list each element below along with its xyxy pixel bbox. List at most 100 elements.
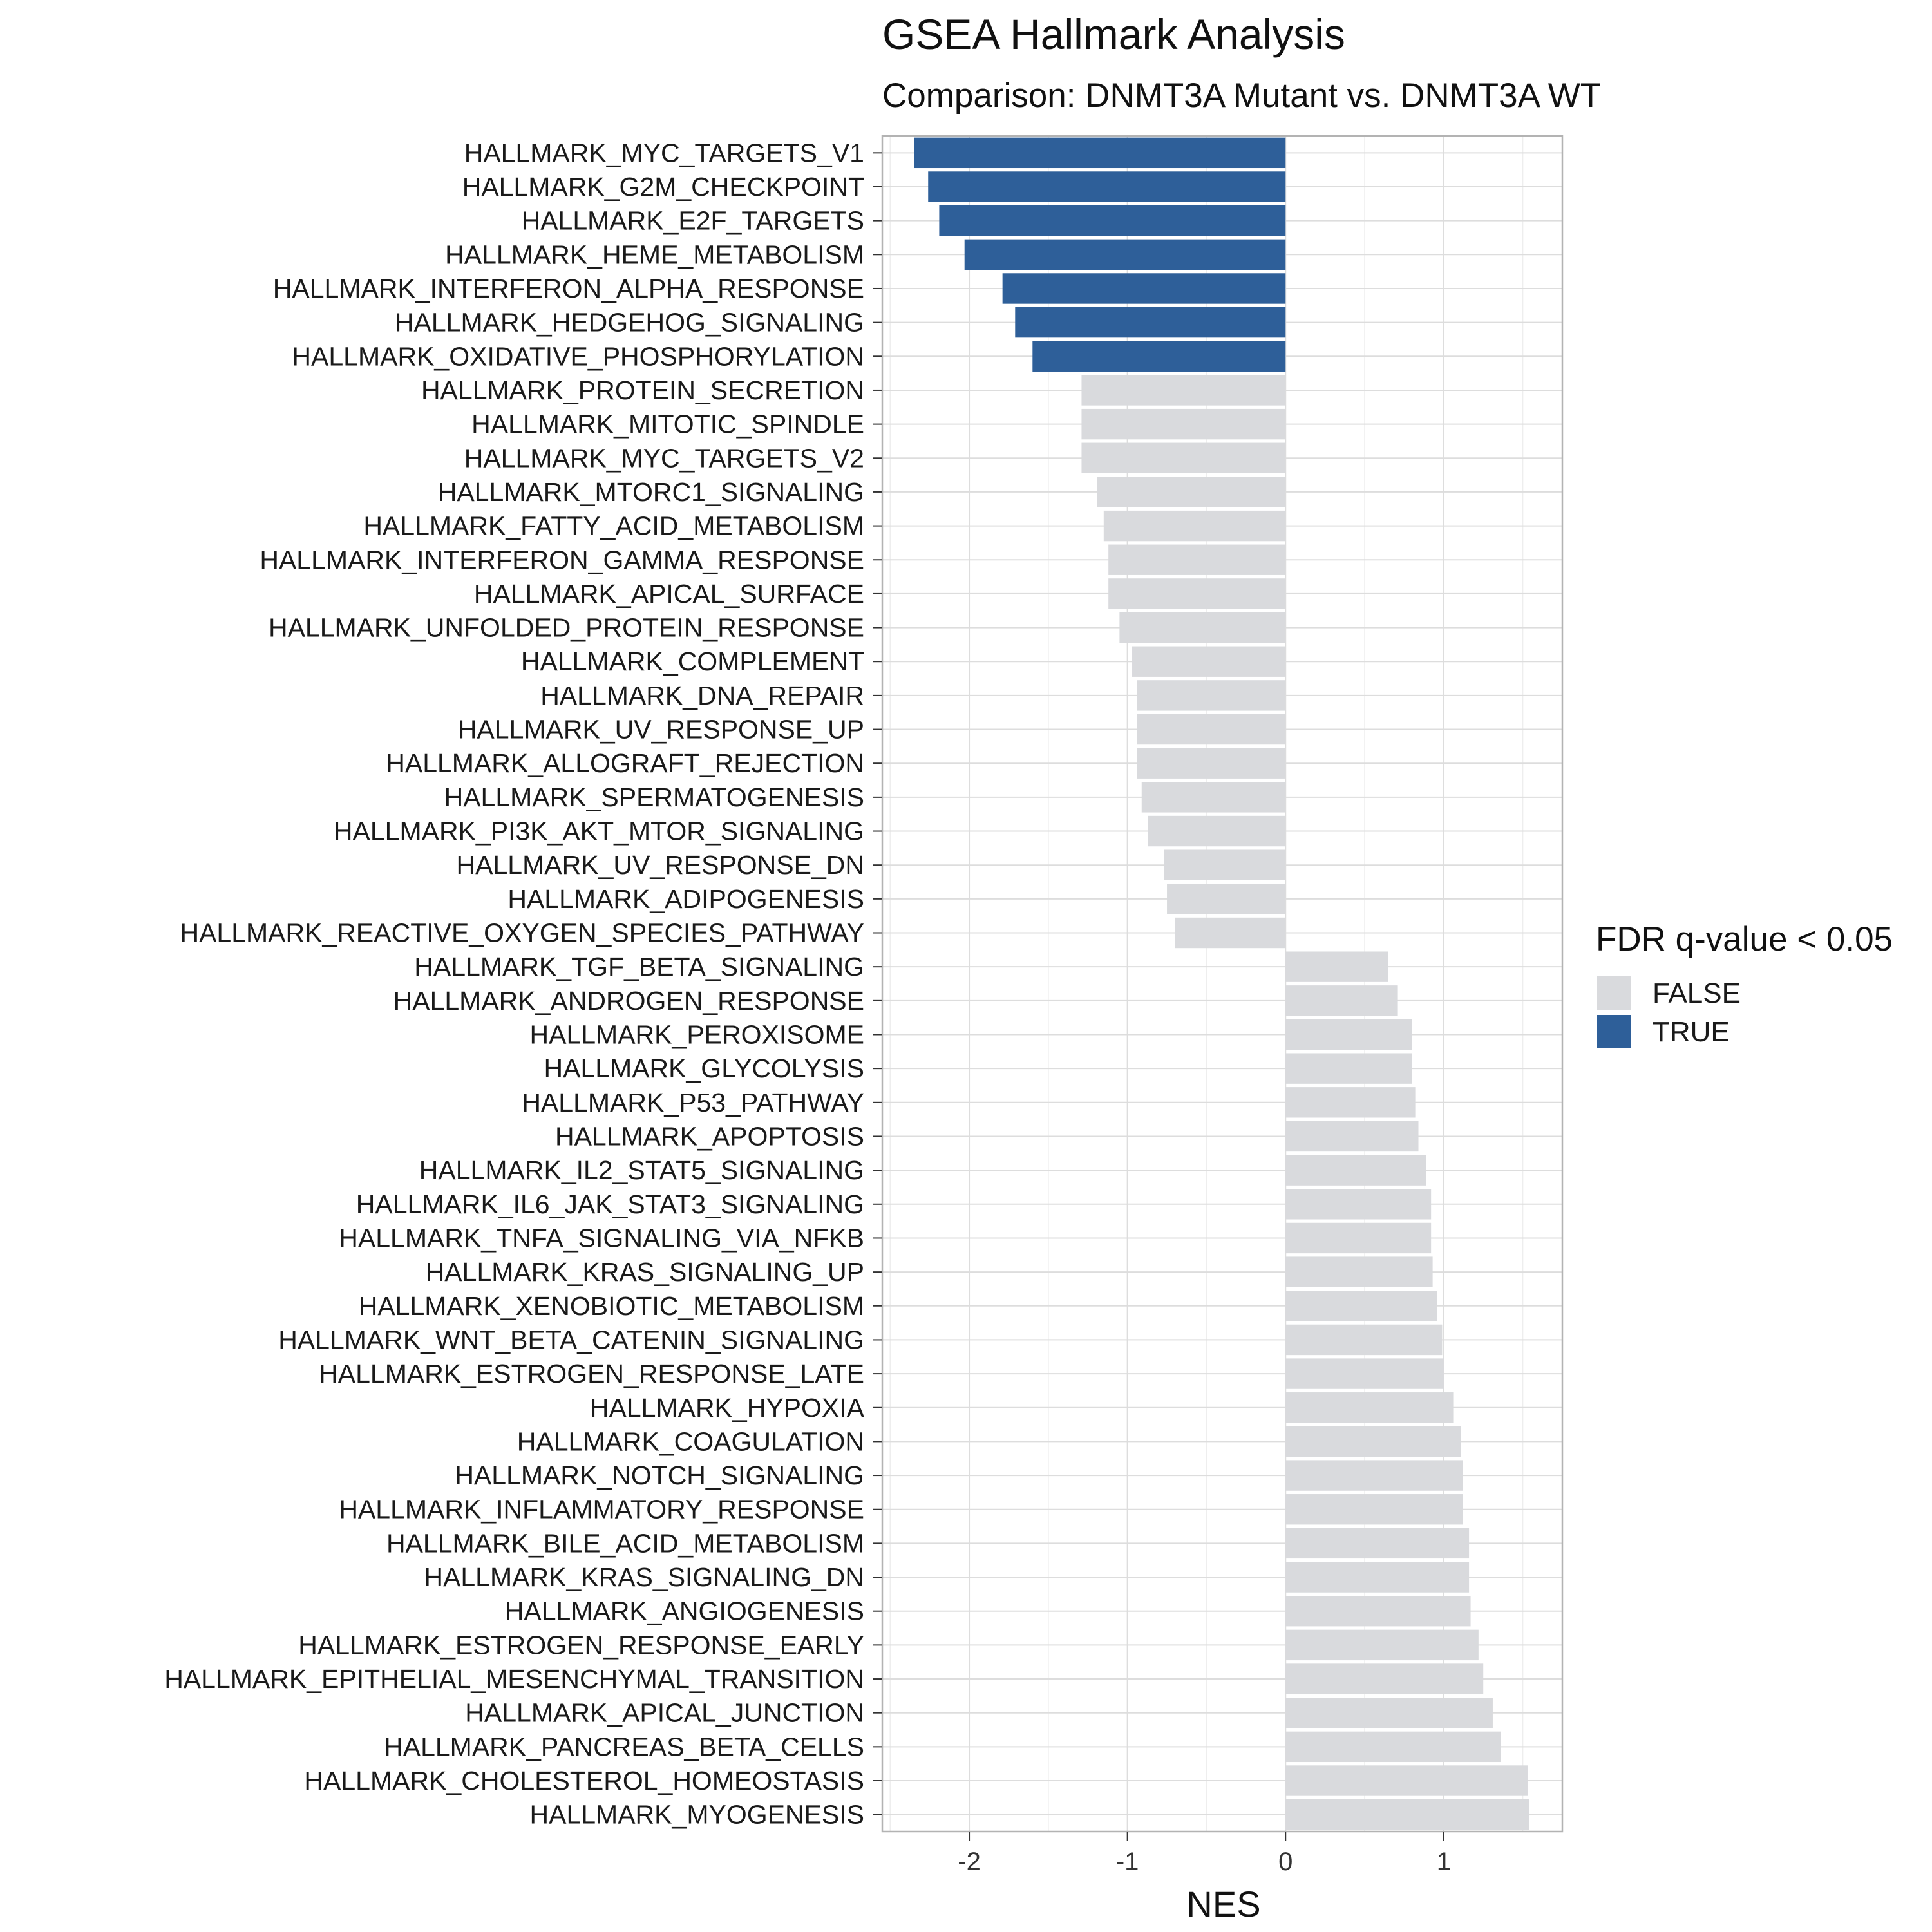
category-label: HALLMARK_MYOGENESIS [530,1800,865,1830]
category-label: HALLMARK_FATTY_ACID_METABOLISM [363,511,864,541]
x-tick-label: 1 [1437,1848,1451,1876]
bar-hallmark-kras-signaling-up [1285,1256,1433,1287]
category-label: HALLMARK_IL6_JAK_STAT3_SIGNALING [356,1189,864,1219]
bar-hallmark-oxidative-phosphorylation [1032,341,1286,372]
bar-hallmark-dna-repair [1137,680,1286,711]
bar-hallmark-allograft-rejection [1137,748,1286,779]
bar-hallmark-e2f-targets [939,205,1286,236]
x-axis-ticks: -2 -1 0 1 [958,1832,1451,1876]
bar-hallmark-peroxisome [1285,1019,1412,1050]
category-label: HALLMARK_HEME_METABOLISM [445,240,864,269]
category-label: HALLMARK_MYC_TARGETS_V2 [464,443,864,473]
category-label: HALLMARK_HEDGEHOG_SIGNALING [395,308,864,337]
category-label: HALLMARK_HYPOXIA [590,1393,865,1423]
bar-hallmark-notch-signaling [1285,1460,1463,1491]
category-label: HALLMARK_ANGIOGENESIS [505,1596,864,1626]
bar-hallmark-myc-targets-v1 [914,137,1286,169]
bar-hallmark-uv-response-up [1137,714,1286,745]
category-label: HALLMARK_EPITHELIAL_MESENCHYMAL_TRANSITI… [164,1664,864,1694]
category-label: HALLMARK_XENOBIOTIC_METABOLISM [359,1291,864,1321]
bar-hallmark-g2m-checkpoint [928,171,1286,202]
chart-subtitle: Comparison: DNMT3A Mutant vs. DNMT3A WT [882,77,1601,115]
category-label: HALLMARK_PROTEIN_SECRETION [421,375,864,405]
category-label: HALLMARK_PEROXISOME [530,1019,865,1049]
category-label: HALLMARK_OXIDATIVE_PHOSPHORYLATION [292,341,864,371]
bar-hallmark-fatty-acid-metabolism [1103,510,1286,542]
bar-hallmark-tnfa-signaling-via-nfkb [1285,1222,1432,1254]
legend: FDR q-value < 0.05 FALSE TRUE [1596,920,1893,1048]
bar-hallmark-estrogen-response-early [1285,1629,1479,1661]
category-label: HALLMARK_ALLOGRAFT_REJECTION [386,748,864,778]
bar-hallmark-glycolysis [1285,1053,1412,1084]
category-label: HALLMARK_INTERFERON_ALPHA_RESPONSE [273,274,864,303]
category-label: HALLMARK_TGF_BETA_SIGNALING [414,952,864,981]
legend-label-true: TRUE [1653,1016,1730,1048]
category-label: HALLMARK_G2M_CHECKPOINT [462,172,864,202]
plot-border [881,135,1564,1833]
category-label: HALLMARK_COMPLEMENT [521,647,864,676]
category-label: HALLMARK_INFLAMMATORY_RESPONSE [339,1495,864,1524]
category-label: HALLMARK_TNFA_SIGNALING_VIA_NFKB [339,1223,864,1253]
bar-hallmark-complement [1132,646,1286,677]
category-label: HALLMARK_INTERFERON_GAMMA_RESPONSE [260,545,864,574]
chart-title: GSEA Hallmark Analysis [882,10,1345,58]
bar-hallmark-xenobiotic-metabolism [1285,1291,1437,1321]
bar-hallmark-apoptosis [1285,1121,1419,1152]
category-label: HALLMARK_CHOLESTEROL_HOMEOSTASIS [304,1766,864,1795]
bar-hallmark-hypoxia [1285,1392,1454,1423]
bar-hallmark-myogenesis [1285,1799,1530,1830]
bar-hallmark-tgf-beta-signaling [1285,951,1388,982]
category-label: HALLMARK_DNA_REPAIR [540,681,864,710]
bar-hallmark-apical-junction [1285,1697,1493,1728]
bar-hallmark-interferon-alpha-response [1002,273,1286,304]
bars [914,137,1530,1830]
bar-hallmark-mitotic-spindle [1081,408,1286,440]
bar-hallmark-pancreas-beta-cells [1285,1731,1501,1763]
category-label: HALLMARK_COAGULATION [517,1426,864,1456]
x-axis-title: NES [1186,1884,1260,1924]
bar-hallmark-mtorc1-signaling [1097,477,1286,507]
category-label: HALLMARK_P53_PATHWAY [522,1088,864,1117]
bar-hallmark-protein-secretion [1081,375,1286,406]
x-tick-label: -2 [958,1848,981,1876]
legend-label-false: FALSE [1653,978,1741,1009]
category-label: HALLMARK_APICAL_JUNCTION [465,1698,864,1728]
legend-swatch-true [1597,1015,1631,1048]
category-label: HALLMARK_NOTCH_SIGNALING [455,1461,864,1490]
category-label: HALLMARK_MYC_TARGETS_V1 [464,138,864,167]
bar-hallmark-estrogen-response-late [1285,1358,1444,1389]
bar-hallmark-epithelial-mesenchymal-transition [1285,1663,1484,1694]
category-label: HALLMARK_KRAS_SIGNALING_DN [424,1562,864,1592]
legend-swatch-false [1597,976,1631,1010]
category-label: HALLMARK_UV_RESPONSE_DN [457,850,864,880]
bar-hallmark-il2-stat5-signaling [1285,1155,1426,1186]
bar-hallmark-apical-surface [1108,578,1286,609]
bar-hallmark-wnt-beta-catenin-signaling [1285,1324,1443,1356]
category-label: HALLMARK_E2F_TARGETS [522,206,864,236]
category-label: HALLMARK_APICAL_SURFACE [474,579,864,609]
bar-hallmark-spermatogenesis [1141,782,1286,813]
x-tick-label: -1 [1116,1848,1139,1876]
bar-hallmark-hedgehog-signaling [1015,307,1286,338]
bar-hallmark-pi3k-akt-mtor-signaling [1148,815,1286,847]
bar-hallmark-inflammatory-response [1285,1494,1463,1525]
category-label: HALLMARK_KRAS_SIGNALING_UP [426,1257,864,1287]
category-labels: HALLMARK_MYC_TARGETS_V1 HALLMARK_G2M_CHEC… [164,138,882,1830]
category-label: HALLMARK_PANCREAS_BETA_CELLS [384,1732,864,1761]
bar-hallmark-coagulation [1285,1426,1461,1457]
category-label: HALLMARK_WNT_BETA_CATENIN_SIGNALING [278,1325,864,1354]
category-label: HALLMARK_IL2_STAT5_SIGNALING [419,1155,864,1185]
category-label: HALLMARK_ESTROGEN_RESPONSE_LATE [319,1359,864,1388]
category-label: HALLMARK_UV_RESPONSE_UP [458,715,864,744]
bar-hallmark-angiogenesis [1285,1596,1471,1627]
bar-hallmark-reactive-oxygen-species-pathway [1175,917,1286,949]
category-label: HALLMARK_BILE_ACID_METABOLISM [386,1528,864,1558]
category-label: HALLMARK_ADIPOGENESIS [507,884,864,914]
bar-hallmark-il6-jak-stat3-signaling [1285,1189,1432,1220]
category-label: HALLMARK_MTORC1_SIGNALING [438,477,864,507]
bar-hallmark-heme-metabolism [964,239,1286,270]
bar-hallmark-myc-targets-v2 [1081,442,1286,473]
plot-frame [881,135,1564,1833]
bar-hallmark-kras-signaling-dn [1285,1562,1470,1593]
bar-hallmark-unfolded-protein-response [1119,612,1286,643]
